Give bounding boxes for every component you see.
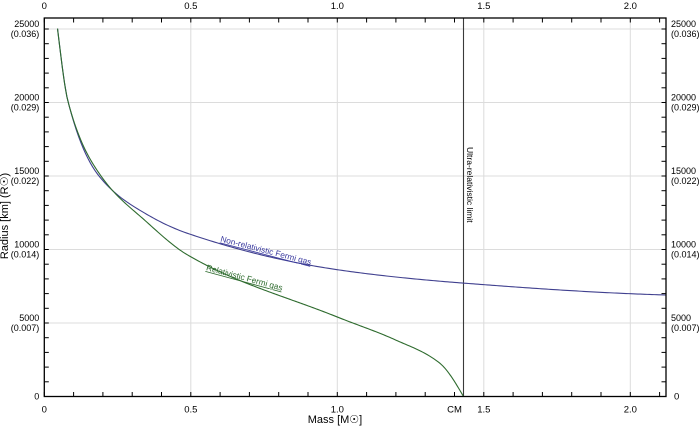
svg-text:(0.022): (0.022) (11, 176, 40, 186)
svg-text:0: 0 (42, 405, 47, 416)
svg-text:(0.007): (0.007) (11, 323, 40, 333)
svg-text:(0.014): (0.014) (11, 250, 40, 260)
svg-text:(0.036): (0.036) (11, 29, 40, 39)
svg-text:(0.029): (0.029) (11, 103, 40, 113)
svg-text:10000: 10000 (14, 240, 39, 250)
svg-text:2.0: 2.0 (624, 405, 637, 416)
svg-text:(0.022): (0.022) (671, 176, 700, 186)
svg-text:10000: 10000 (671, 240, 696, 250)
svg-text:(0.036): (0.036) (671, 29, 700, 39)
svg-text:CM: CM (447, 405, 462, 416)
svg-text:5000: 5000 (671, 313, 691, 323)
svg-text:Mass [M☉]: Mass [M☉] (308, 414, 362, 426)
svg-text:15000: 15000 (671, 166, 696, 176)
svg-text:1.0: 1.0 (331, 1, 344, 12)
svg-text:0: 0 (42, 1, 47, 12)
svg-text:(0.014): (0.014) (671, 250, 700, 260)
svg-text:2.0: 2.0 (624, 1, 637, 12)
svg-text:1.5: 1.5 (477, 405, 490, 416)
svg-text:25000: 25000 (14, 19, 39, 29)
svg-text:5000: 5000 (19, 313, 39, 323)
svg-text:20000: 20000 (14, 93, 39, 103)
svg-text:0.5: 0.5 (184, 1, 197, 12)
svg-text:0: 0 (34, 392, 39, 402)
svg-text:0: 0 (674, 392, 679, 403)
svg-text:0.5: 0.5 (184, 405, 197, 416)
svg-text:(0.029): (0.029) (671, 103, 700, 113)
svg-text:Ultra-relativistic limit: Ultra-relativistic limit (465, 147, 475, 223)
svg-text:(0.007): (0.007) (671, 323, 700, 333)
svg-text:1.5: 1.5 (477, 1, 490, 12)
svg-text:Radius [km] (R☉): Radius [km] (R☉) (0, 173, 11, 259)
svg-text:15000: 15000 (14, 166, 39, 176)
svg-text:20000: 20000 (671, 93, 696, 103)
svg-text:25000: 25000 (671, 19, 696, 29)
